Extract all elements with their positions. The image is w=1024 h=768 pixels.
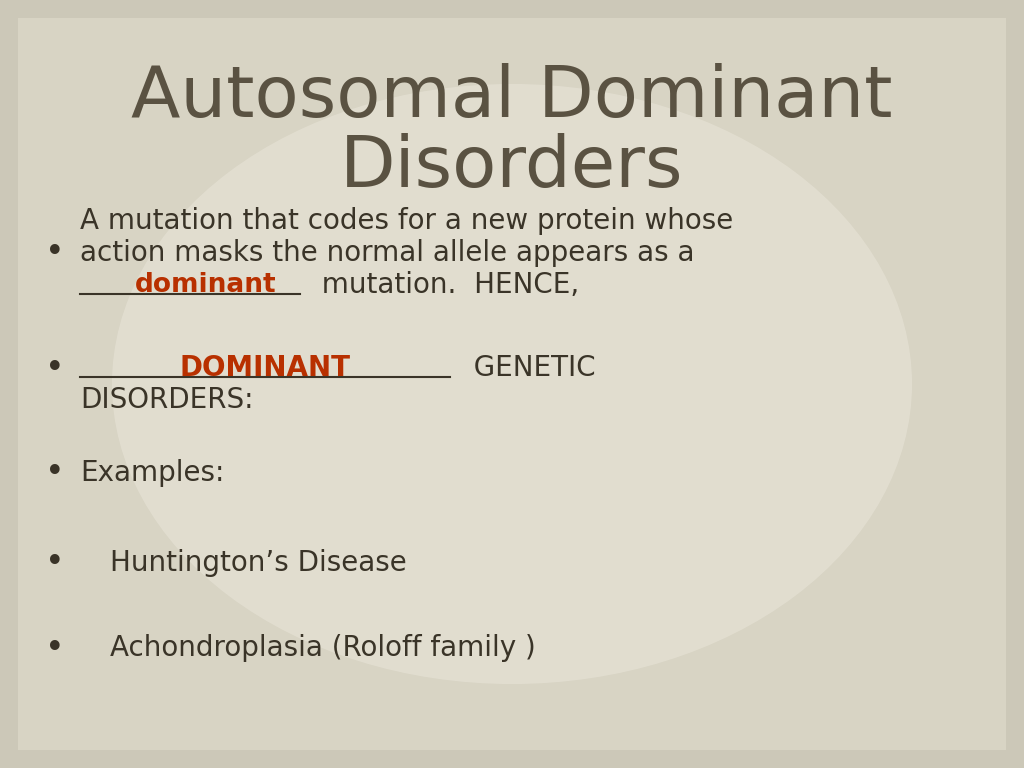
Text: dominant: dominant [135, 272, 276, 298]
Text: Autosomal Dominant: Autosomal Dominant [131, 64, 893, 133]
Text: •: • [45, 631, 65, 664]
Text: action masks the normal allele appears as a: action masks the normal allele appears a… [80, 239, 694, 267]
Text: •: • [45, 237, 65, 270]
Text: Disorders: Disorders [340, 134, 684, 203]
Text: mutation.  HENCE,: mutation. HENCE, [304, 271, 580, 299]
Text: Huntington’s Disease: Huntington’s Disease [110, 549, 407, 577]
Text: Achondroplasia (Roloff family ): Achondroplasia (Roloff family ) [110, 634, 536, 662]
Text: Examples:: Examples: [80, 459, 224, 487]
Text: A mutation that codes for a new protein whose: A mutation that codes for a new protein … [80, 207, 733, 235]
Text: •: • [45, 352, 65, 385]
Text: DOMINANT: DOMINANT [180, 354, 351, 382]
Ellipse shape [112, 84, 912, 684]
Text: •: • [45, 547, 65, 580]
FancyBboxPatch shape [18, 18, 1006, 750]
Text: DISORDERS:: DISORDERS: [80, 386, 254, 414]
Text: •: • [45, 456, 65, 489]
Text: GENETIC: GENETIC [456, 354, 596, 382]
